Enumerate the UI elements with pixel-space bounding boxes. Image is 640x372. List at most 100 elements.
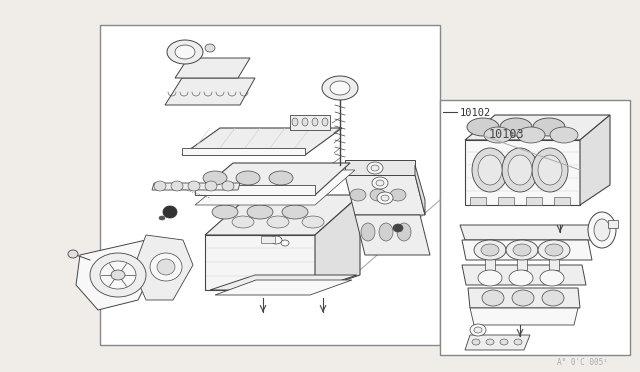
Polygon shape bbox=[165, 78, 255, 105]
Ellipse shape bbox=[472, 339, 480, 345]
Ellipse shape bbox=[500, 118, 532, 136]
Polygon shape bbox=[215, 280, 352, 295]
Ellipse shape bbox=[377, 192, 393, 204]
Ellipse shape bbox=[159, 216, 165, 220]
Ellipse shape bbox=[470, 324, 486, 336]
Bar bbox=[440, 100, 630, 355]
Ellipse shape bbox=[282, 205, 308, 219]
Ellipse shape bbox=[381, 195, 389, 201]
Ellipse shape bbox=[322, 76, 358, 100]
Ellipse shape bbox=[167, 40, 203, 64]
Ellipse shape bbox=[267, 216, 289, 228]
Ellipse shape bbox=[205, 181, 217, 191]
Polygon shape bbox=[205, 195, 360, 235]
Polygon shape bbox=[182, 128, 342, 155]
Ellipse shape bbox=[482, 290, 504, 306]
Polygon shape bbox=[210, 275, 357, 290]
Ellipse shape bbox=[203, 171, 227, 185]
Ellipse shape bbox=[90, 253, 146, 297]
Ellipse shape bbox=[68, 250, 78, 258]
Ellipse shape bbox=[236, 171, 260, 185]
Ellipse shape bbox=[474, 240, 506, 260]
Polygon shape bbox=[195, 163, 350, 195]
Ellipse shape bbox=[506, 240, 538, 260]
Ellipse shape bbox=[542, 290, 564, 306]
Ellipse shape bbox=[269, 171, 293, 185]
Ellipse shape bbox=[509, 270, 533, 286]
Ellipse shape bbox=[111, 270, 125, 280]
Ellipse shape bbox=[247, 205, 273, 219]
Polygon shape bbox=[465, 335, 530, 350]
Ellipse shape bbox=[379, 223, 393, 241]
Ellipse shape bbox=[517, 127, 545, 143]
Ellipse shape bbox=[361, 223, 375, 241]
Ellipse shape bbox=[550, 127, 578, 143]
Polygon shape bbox=[468, 288, 580, 308]
Ellipse shape bbox=[171, 181, 183, 191]
Polygon shape bbox=[554, 197, 570, 205]
Ellipse shape bbox=[513, 244, 531, 256]
Ellipse shape bbox=[467, 118, 499, 136]
Ellipse shape bbox=[545, 244, 563, 256]
Text: 10103: 10103 bbox=[489, 128, 525, 141]
Ellipse shape bbox=[502, 148, 538, 192]
Ellipse shape bbox=[514, 339, 522, 345]
Ellipse shape bbox=[481, 244, 499, 256]
Ellipse shape bbox=[302, 118, 308, 126]
Ellipse shape bbox=[376, 180, 384, 186]
Polygon shape bbox=[460, 225, 595, 240]
Polygon shape bbox=[517, 258, 527, 270]
Polygon shape bbox=[608, 220, 618, 228]
Ellipse shape bbox=[212, 205, 238, 219]
Text: A° 0'C 005¹: A° 0'C 005¹ bbox=[557, 358, 607, 367]
Bar bbox=[261, 236, 275, 243]
Ellipse shape bbox=[232, 216, 254, 228]
Ellipse shape bbox=[154, 181, 166, 191]
Ellipse shape bbox=[508, 155, 532, 185]
Ellipse shape bbox=[188, 181, 200, 191]
Polygon shape bbox=[345, 160, 415, 175]
Polygon shape bbox=[462, 265, 586, 285]
Ellipse shape bbox=[322, 118, 328, 126]
Polygon shape bbox=[195, 185, 315, 195]
Ellipse shape bbox=[371, 165, 379, 171]
Polygon shape bbox=[290, 115, 330, 130]
Ellipse shape bbox=[472, 148, 508, 192]
Ellipse shape bbox=[302, 216, 324, 228]
Polygon shape bbox=[355, 215, 430, 255]
Ellipse shape bbox=[150, 253, 182, 281]
Ellipse shape bbox=[538, 240, 570, 260]
Polygon shape bbox=[133, 235, 193, 300]
Polygon shape bbox=[470, 197, 486, 205]
Ellipse shape bbox=[281, 240, 289, 246]
Ellipse shape bbox=[478, 155, 502, 185]
Polygon shape bbox=[152, 183, 240, 190]
Ellipse shape bbox=[594, 219, 610, 241]
Ellipse shape bbox=[100, 261, 136, 289]
Ellipse shape bbox=[157, 259, 175, 275]
Ellipse shape bbox=[588, 212, 616, 248]
Polygon shape bbox=[195, 170, 355, 205]
Polygon shape bbox=[315, 195, 360, 290]
Polygon shape bbox=[345, 175, 425, 215]
Polygon shape bbox=[498, 197, 514, 205]
Polygon shape bbox=[526, 197, 542, 205]
Ellipse shape bbox=[370, 189, 386, 201]
Ellipse shape bbox=[163, 206, 177, 218]
Ellipse shape bbox=[372, 177, 388, 189]
Polygon shape bbox=[415, 165, 425, 215]
Ellipse shape bbox=[205, 44, 215, 52]
Ellipse shape bbox=[532, 148, 568, 192]
Ellipse shape bbox=[222, 181, 234, 191]
Ellipse shape bbox=[367, 162, 383, 174]
Polygon shape bbox=[549, 258, 559, 270]
Ellipse shape bbox=[538, 155, 562, 185]
Ellipse shape bbox=[393, 224, 403, 232]
Ellipse shape bbox=[390, 189, 406, 201]
Polygon shape bbox=[205, 235, 315, 290]
Bar bbox=[100, 25, 440, 345]
Polygon shape bbox=[462, 240, 592, 260]
Ellipse shape bbox=[397, 223, 411, 241]
Ellipse shape bbox=[292, 118, 298, 126]
Ellipse shape bbox=[330, 81, 350, 95]
